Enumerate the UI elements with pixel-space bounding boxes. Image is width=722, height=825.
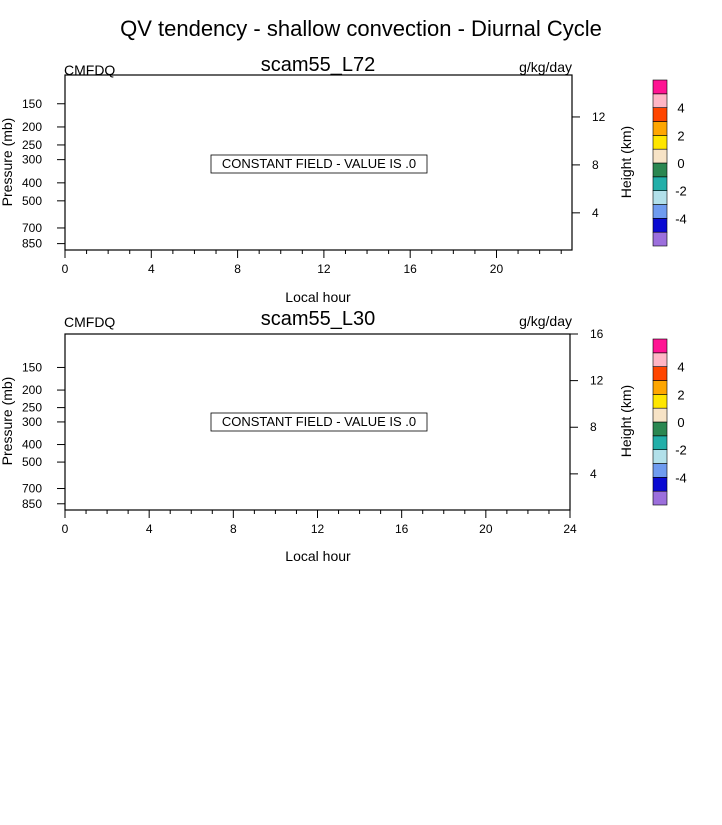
x-tick-label: 0 (62, 522, 69, 536)
panel-2-x-label: Local hour (285, 548, 351, 564)
panel-1-left-string: CMFDQ (64, 62, 115, 78)
panel-2-right-ticks: 4 8 12 16 (570, 327, 604, 481)
panel-1: scam55_L72 CMFDQ g/kg/day 0 4 8 12 16 20 150 2… (0, 54, 634, 305)
panel-1-title: scam55_L72 (261, 54, 376, 76)
y-tick-label: 300 (22, 153, 42, 167)
x-tick-label: 16 (395, 522, 409, 536)
colorbar-label: -4 (675, 470, 687, 485)
y-tick-label: 400 (22, 438, 42, 452)
y-tick-label: 250 (22, 401, 42, 415)
colorbar-box (652, 463, 668, 478)
y-tick-label: 500 (22, 194, 42, 208)
panel-2-title: scam55_L30 (261, 308, 376, 330)
y-tick-label: 500 (22, 455, 42, 469)
y-tick-label: 700 (22, 221, 42, 235)
colorbar-label: 4 (677, 360, 684, 375)
y-tick-label: 200 (22, 120, 42, 134)
y-tick-label: 150 (22, 97, 42, 111)
y-tick-label: 700 (22, 482, 42, 496)
x-tick-label: 4 (148, 262, 155, 276)
panel-1-x-ticks: 0 4 8 12 16 20 (62, 250, 562, 276)
y-tick-label: 150 (22, 360, 42, 374)
colorbar-box (652, 352, 668, 367)
panel-2-annotation: CONSTANT FIELD - VALUE IS .0 (222, 414, 416, 429)
colorbar-box (652, 135, 668, 150)
panel-2-left-string: CMFDQ (64, 314, 115, 330)
x-tick-label: 8 (230, 522, 237, 536)
colorbar-box (652, 394, 668, 409)
panel-2-y-label: Pressure (mb) (0, 377, 15, 466)
colorbar-box (652, 366, 668, 381)
colorbar-box (652, 338, 668, 354)
colorbar-box (652, 407, 668, 423)
colorbar-box (652, 162, 668, 178)
y-tick-label: 250 (22, 138, 42, 152)
y-tick-label: 300 (22, 415, 42, 429)
colorbar-box (652, 79, 668, 95)
right-tick-label: 4 (590, 467, 597, 481)
y-tick-label: 400 (22, 176, 42, 190)
panel-1-y-label-right: Height (km) (618, 126, 634, 198)
colorbar-box (652, 490, 668, 506)
colorbar-label: 2 (677, 387, 684, 402)
colorbar-box (652, 477, 668, 492)
panel-2-annotation-box (210, 412, 428, 432)
right-tick-label: 12 (592, 110, 606, 124)
x-tick-label: 12 (311, 522, 325, 536)
colorbar-box (652, 435, 668, 450)
colorbar-box (652, 190, 668, 205)
panel-2-x-ticks: 0 4 8 12 16 20 24 (62, 510, 577, 536)
x-tick-label: 20 (479, 522, 493, 536)
right-tick-label: 12 (590, 374, 604, 388)
right-tick-label: 8 (590, 420, 597, 434)
colorbar-label: 2 (677, 128, 684, 143)
x-tick-label: 20 (490, 262, 504, 276)
panel-1-y-label: Pressure (mb) (0, 118, 15, 207)
panel-1-x-label: Local hour (285, 289, 351, 305)
colorbar-box (652, 93, 668, 108)
colorbar-box (652, 231, 668, 247)
y-tick-label: 850 (22, 497, 42, 511)
figure-title: QV tendency - shallow convection - Diurn… (120, 16, 602, 41)
colorbar-box (652, 148, 668, 164)
colorbar-label: -2 (675, 184, 687, 199)
colorbar-box (652, 204, 668, 219)
colorbar-2: -4 -2 0 2 4 (652, 338, 687, 506)
x-tick-label: 0 (62, 262, 69, 276)
right-tick-label: 4 (592, 206, 599, 220)
colorbar-label: -2 (675, 443, 687, 458)
panel-1-annotation-box (210, 154, 428, 174)
colorbar-label: 0 (677, 415, 684, 430)
x-tick-label: 16 (404, 262, 418, 276)
panel-1-right-string: g/kg/day (519, 59, 572, 75)
x-tick-label: 12 (317, 262, 331, 276)
colorbar-box (652, 380, 668, 395)
right-tick-label: 8 (592, 158, 599, 172)
x-tick-label: 8 (234, 262, 241, 276)
colorbar-box (652, 421, 668, 437)
colorbar-label: 0 (677, 156, 684, 171)
x-tick-label: 24 (563, 522, 577, 536)
panel-2-y-label-right: Height (km) (618, 385, 634, 457)
y-tick-label: 850 (22, 237, 42, 251)
colorbar-box (652, 176, 668, 191)
x-tick-label: 4 (146, 522, 153, 536)
colorbar-box (652, 449, 668, 464)
right-tick-label: 16 (590, 327, 604, 341)
panel-1-annotation: CONSTANT FIELD - VALUE IS .0 (222, 156, 416, 171)
colorbar-label: 4 (677, 101, 684, 116)
colorbar-box (652, 121, 668, 136)
panel-2-right-string: g/kg/day (519, 313, 572, 329)
colorbar-label: -4 (675, 211, 687, 226)
panel-2: scam55_L30 CMFDQ g/kg/day 0 4 8 12 16 20 24 15… (0, 308, 634, 564)
y-tick-label: 200 (22, 383, 42, 397)
colorbar-box (652, 218, 668, 233)
panel-1-right-ticks: 4 8 12 (572, 110, 606, 220)
colorbar-box (652, 107, 668, 122)
panel-1-plot-area (64, 74, 573, 251)
colorbar-1: -4 -2 0 2 4 (652, 79, 687, 247)
